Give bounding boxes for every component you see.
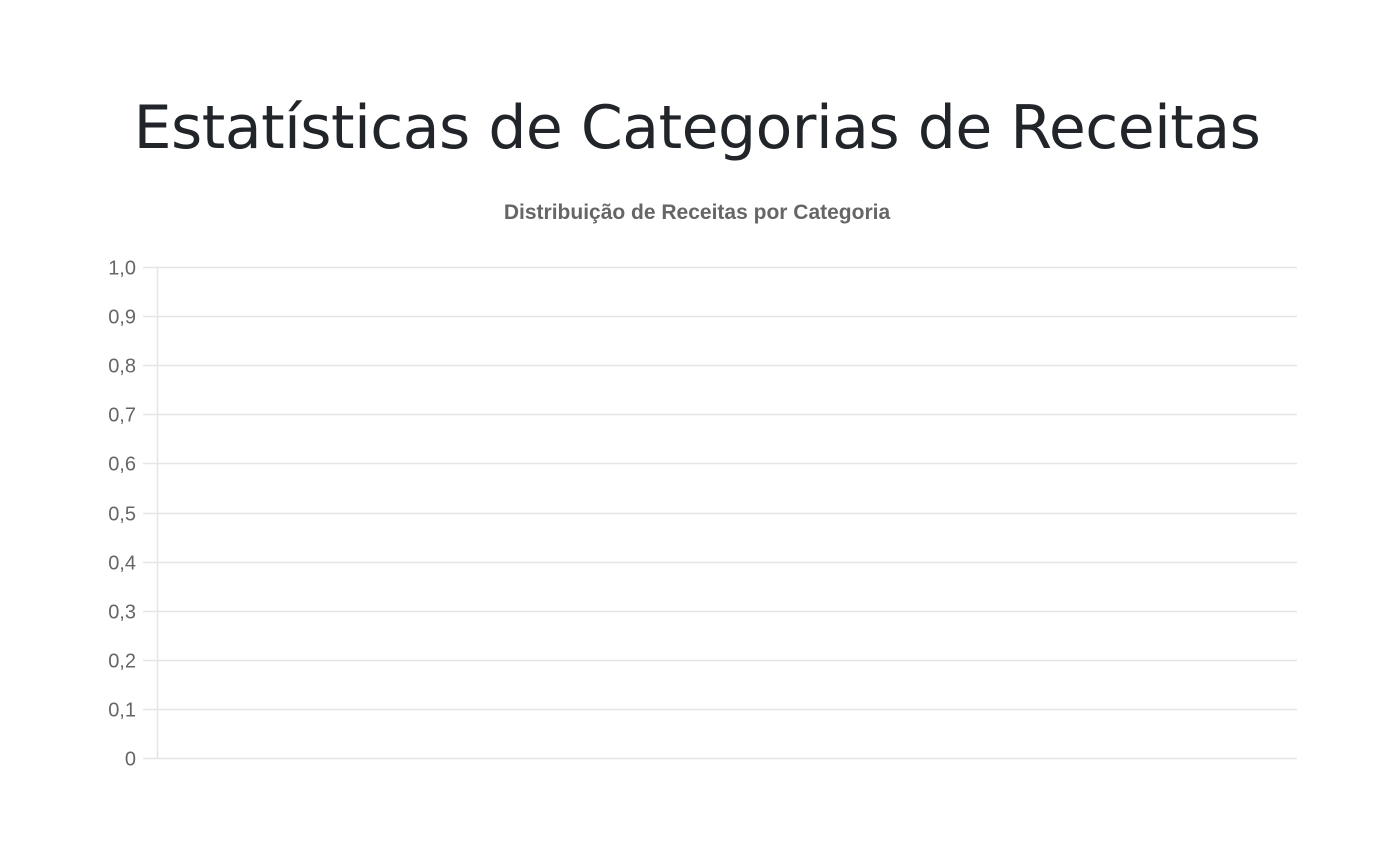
y-tick-label: 0,9 [108,307,136,329]
y-tick-label: 0,5 [108,504,136,526]
y-tick-label: 0,2 [108,651,136,673]
y-tick-label: 0,6 [108,454,136,476]
y-tick-label: 0,7 [108,405,136,427]
grid-lines [143,266,1297,760]
y-tick-label: 1,0 [108,258,136,280]
y-tick-label: 0,4 [108,553,136,575]
y-tick-label: 0,3 [108,602,136,624]
y-axis: 0 0,1 0,2 0,3 0,4 0,5 0,6 0,7 0,8 0,9 1,0 [108,258,159,771]
y-tick-label: 0,8 [108,356,136,378]
y-tick-label: 0 [125,749,136,771]
y-tick-label: 0,1 [108,700,136,722]
chart-title: Distribuição de Receitas por Categoria [504,201,891,224]
page-title: Estatísticas de Categorias de Receitas [133,93,1261,163]
